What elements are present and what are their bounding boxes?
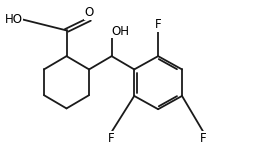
Text: F: F [155, 18, 162, 31]
Text: F: F [200, 132, 207, 145]
Text: OH: OH [112, 25, 130, 38]
Text: F: F [108, 132, 115, 145]
Text: HO: HO [5, 13, 23, 26]
Text: O: O [84, 7, 94, 20]
